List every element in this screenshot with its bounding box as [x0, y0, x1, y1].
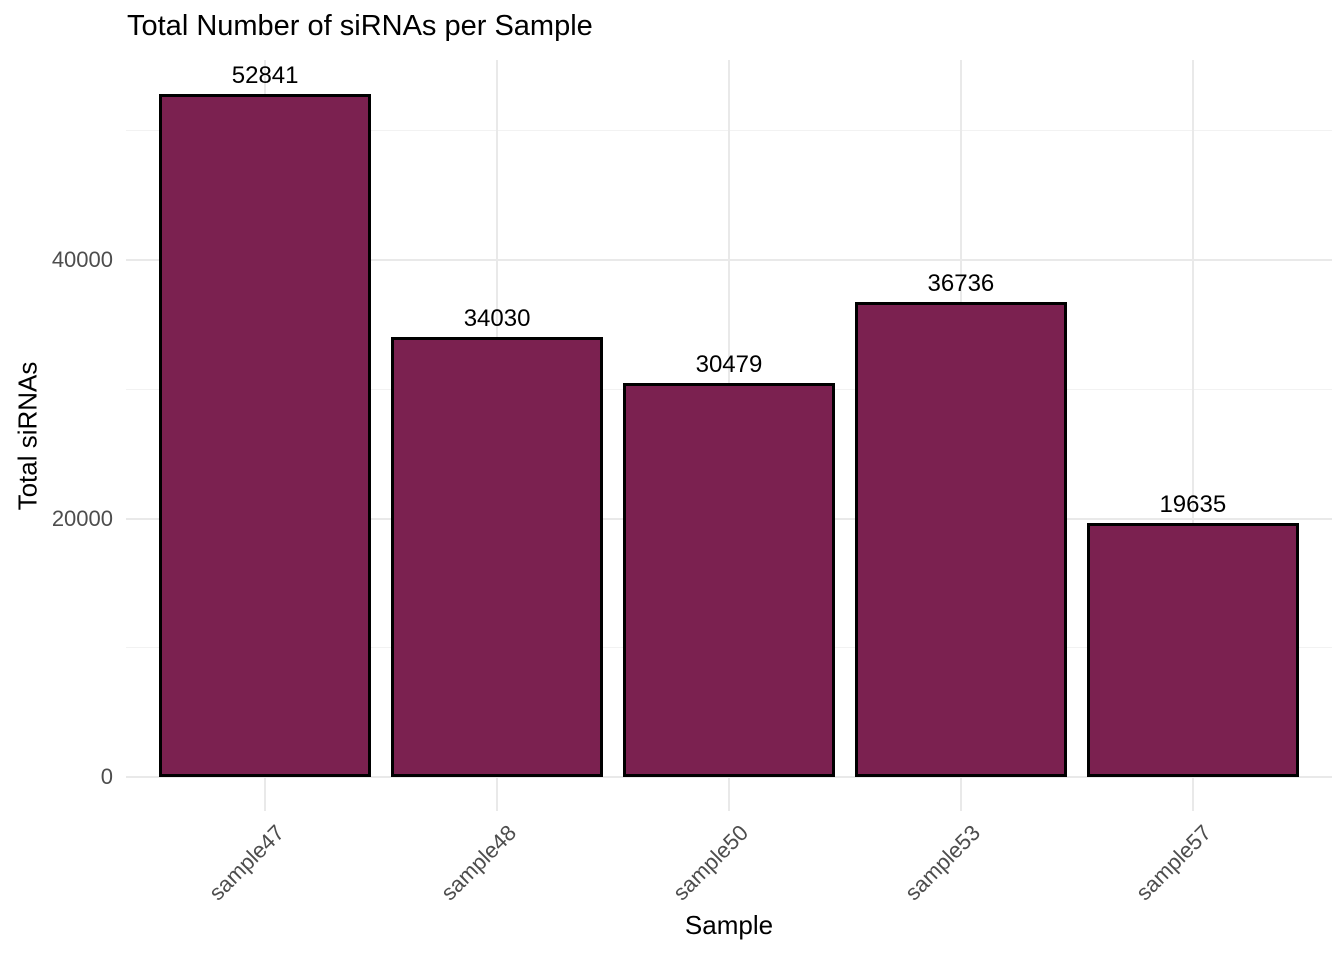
- y-tick-label: 0: [100, 764, 113, 789]
- bar: [1086, 523, 1299, 777]
- y-tick-label: 40000: [51, 247, 113, 272]
- bar: [854, 302, 1067, 777]
- chart-title: Total Number of siRNAs per Sample: [127, 10, 593, 42]
- bar-value-label: 30479: [695, 351, 763, 379]
- x-tick-label: sample57: [1131, 820, 1217, 906]
- bar: [391, 337, 604, 777]
- y-axis-title: Total siRNAs: [12, 361, 43, 511]
- bar: [622, 383, 835, 777]
- x-tick-label: sample50: [667, 820, 753, 906]
- x-axis-title: Sample: [684, 910, 774, 940]
- x-tick-label: sample47: [203, 820, 289, 906]
- bar-value-label: 36736: [927, 270, 995, 298]
- bar-value-label: 52841: [231, 62, 299, 90]
- bar-value-label: 34030: [463, 305, 531, 333]
- x-tick-label: sample48: [435, 820, 521, 906]
- gridline-vertical: [1191, 60, 1194, 811]
- bar-value-label: 19635: [1159, 491, 1227, 519]
- y-tick-label: 20000: [51, 505, 113, 531]
- x-tick-label: sample53: [899, 820, 985, 906]
- bar: [159, 94, 372, 777]
